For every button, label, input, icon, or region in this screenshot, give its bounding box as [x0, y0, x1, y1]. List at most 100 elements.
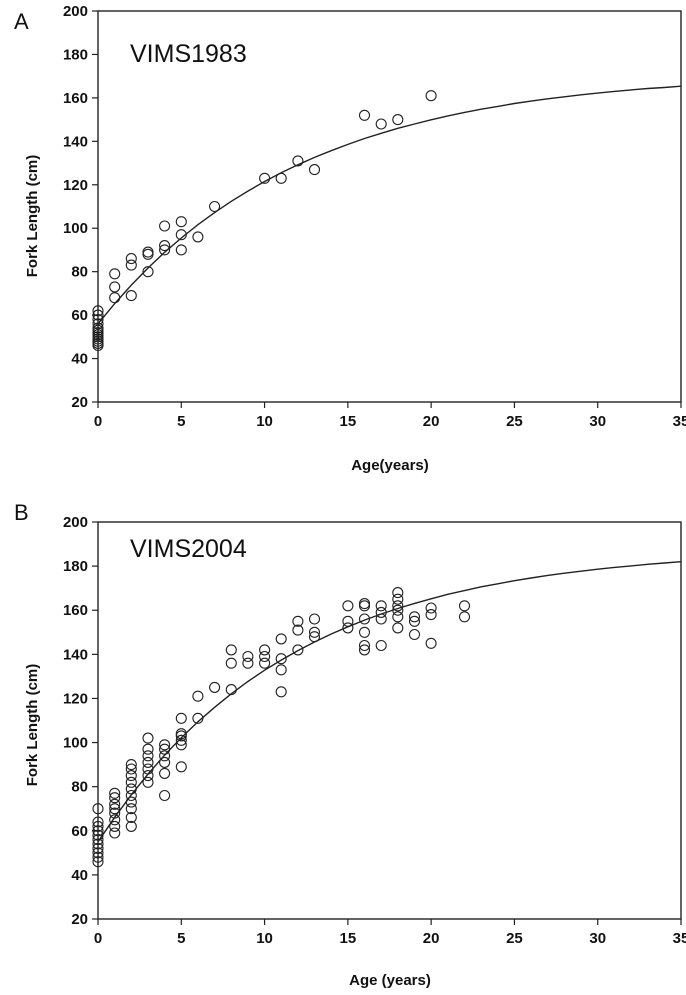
data-point-b	[275, 664, 287, 676]
data-point-b	[159, 767, 171, 779]
data-point-b	[392, 622, 404, 634]
data-point-b	[425, 609, 437, 621]
data-point-b	[159, 756, 171, 768]
data-point-b	[92, 847, 104, 859]
data-point-b	[175, 739, 187, 751]
x-tick-label-a: 30	[589, 413, 606, 430]
data-point-b	[408, 611, 421, 623]
y-tick-label-b: 200	[63, 514, 88, 531]
data-point-b	[125, 789, 137, 802]
y-tick-label-b: 140	[63, 646, 88, 663]
data-point-b	[425, 637, 437, 649]
data-point-b	[92, 825, 104, 837]
data-point-b	[425, 602, 437, 614]
y-tick-label-a: 160	[63, 90, 88, 107]
data-point-a	[92, 309, 104, 321]
data-point-b	[275, 633, 287, 645]
x-tick-label-a: 0	[94, 413, 102, 430]
data-point-b	[142, 732, 154, 744]
data-point-b	[458, 611, 471, 623]
data-point-b	[342, 600, 354, 612]
data-point-b	[292, 644, 304, 656]
data-point-b	[259, 644, 271, 656]
x-axis-title-b: Age (years)	[349, 972, 431, 989]
y-tick-label-a: 120	[63, 177, 88, 194]
data-point-b	[142, 776, 154, 788]
data-point-b	[109, 814, 121, 826]
y-tick-label-b: 120	[63, 690, 88, 707]
y-tick-label-a: 40	[71, 351, 88, 368]
data-point-b	[92, 838, 104, 850]
data-point-b	[125, 803, 137, 815]
data-point-b	[109, 827, 121, 839]
data-point-b	[392, 593, 404, 605]
y-tick-label-b: 40	[71, 867, 88, 884]
data-point-b	[92, 816, 104, 828]
data-point-b	[92, 842, 104, 854]
data-point-a	[159, 220, 171, 232]
data-point-a	[392, 114, 404, 126]
data-point-a	[125, 253, 137, 265]
y-tick-label-b: 60	[71, 823, 88, 840]
data-point-b	[375, 639, 387, 652]
data-point-a	[175, 244, 187, 256]
chart-a-svg: A VIMS1983 20 40 60 80 100 120 140 160 180 200 0 5 1…	[14, 3, 686, 474]
data-point-a	[375, 118, 387, 130]
data-point-a	[109, 281, 121, 293]
plot-frame-a	[97, 10, 682, 403]
x-axis-title-a: Age(years)	[351, 457, 429, 474]
data-point-a	[308, 164, 321, 176]
data-point-b	[92, 851, 104, 863]
data-point-b	[92, 834, 104, 846]
data-point-b	[109, 803, 121, 815]
data-point-b	[125, 776, 137, 788]
data-point-a	[142, 248, 154, 260]
y-tick-label-b: 180	[63, 558, 88, 575]
data-point-b	[175, 761, 187, 773]
data-point-b	[458, 600, 471, 612]
y-tick-label-b: 20	[71, 911, 88, 928]
data-point-a	[125, 259, 137, 271]
data-point-b	[242, 650, 254, 663]
data-point-a	[175, 216, 187, 228]
data-point-b	[159, 789, 171, 802]
data-point-b	[159, 750, 171, 762]
data-point-b	[92, 820, 104, 832]
inset-label-a: VIMS1983	[130, 40, 247, 68]
data-point-b	[175, 734, 187, 746]
data-point-b	[342, 622, 354, 634]
data-point-a	[92, 305, 104, 317]
x-tick-label-b: 5	[177, 930, 185, 947]
y-axis-title-a: Fork Length (cm)	[24, 155, 41, 278]
data-point-b	[142, 743, 154, 755]
y-tick-label-a: 60	[71, 307, 88, 324]
y-tick-label-a: 80	[71, 264, 88, 281]
x-tick-label-b: 10	[256, 930, 273, 947]
data-point-a	[92, 313, 104, 326]
x-tick-label-a: 25	[506, 413, 523, 430]
x-tick-label-b: 25	[506, 930, 523, 947]
data-point-b	[375, 600, 387, 612]
y-axis-title-b: Fork Length (cm)	[24, 664, 41, 787]
data-point-b	[259, 650, 271, 663]
inset-label-b: VIMS2004	[130, 535, 247, 563]
x-tick-label-a: 5	[177, 413, 185, 430]
fitted-curve-a	[97, 85, 682, 325]
data-point-a	[159, 240, 171, 252]
data-point-b	[125, 820, 137, 832]
x-tick-label-a: 35	[673, 413, 686, 430]
data-point-a	[92, 318, 104, 330]
data-point-a	[109, 268, 121, 280]
x-tick-label-a: 20	[423, 413, 440, 430]
data-point-b	[242, 657, 254, 669]
y-tick-label-b: 80	[71, 779, 88, 796]
chart-panel-a: A VIMS1983 20 40 60 80 100 120 140 160 180 200 0 5 1…	[0, 0, 686, 497]
data-point-b	[125, 763, 137, 775]
data-point-b	[259, 657, 271, 669]
data-point-a	[125, 290, 137, 302]
data-point-b	[109, 798, 121, 810]
data-point-b	[109, 787, 121, 799]
chart-panel-b: B VIMS2004 20 40 60 80 100 120 140 160 180 200 0 5 1…	[0, 497, 686, 995]
data-point-b	[408, 628, 421, 641]
data-point-b	[159, 739, 171, 751]
